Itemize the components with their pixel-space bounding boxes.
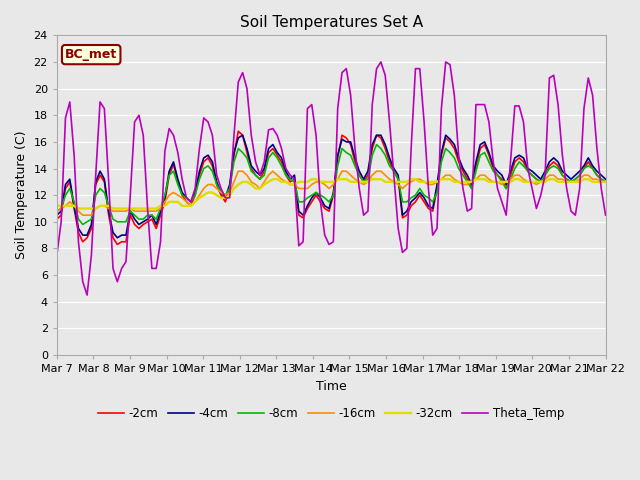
Line: -16cm: -16cm: [57, 171, 605, 215]
Line: Theta_Temp: Theta_Temp: [57, 62, 605, 295]
Theta_Temp: [342, 66, 350, 72]
-4cm: [53, 212, 61, 218]
Y-axis label: Soil Temperature (C): Soil Temperature (C): [15, 131, 28, 259]
Line: -4cm: -4cm: [57, 135, 605, 238]
-32cm: [532, 179, 540, 185]
-32cm: [584, 176, 592, 182]
-2cm: [286, 179, 294, 185]
-4cm: [286, 176, 294, 182]
-32cm: [260, 181, 268, 187]
-2cm: [113, 241, 121, 247]
-8cm: [602, 179, 609, 185]
-4cm: [347, 139, 355, 145]
-32cm: [347, 179, 355, 185]
X-axis label: Time: Time: [316, 380, 347, 393]
-32cm: [75, 205, 83, 211]
-16cm: [79, 212, 86, 218]
-16cm: [286, 181, 294, 187]
-32cm: [602, 179, 609, 185]
-8cm: [372, 142, 380, 147]
Legend: -2cm, -4cm, -8cm, -16cm, -32cm, Theta_Temp: -2cm, -4cm, -8cm, -16cm, -32cm, Theta_Te…: [93, 402, 569, 425]
-2cm: [347, 142, 355, 147]
-32cm: [191, 199, 199, 204]
-16cm: [234, 168, 242, 174]
-32cm: [53, 203, 61, 209]
-4cm: [265, 145, 273, 151]
Text: BC_met: BC_met: [65, 48, 117, 61]
-4cm: [113, 235, 121, 240]
-16cm: [191, 199, 199, 204]
-16cm: [265, 172, 273, 178]
-4cm: [584, 155, 592, 161]
-2cm: [191, 192, 199, 198]
-8cm: [532, 176, 540, 182]
Title: Soil Temperatures Set A: Soil Temperatures Set A: [239, 15, 423, 30]
-8cm: [53, 208, 61, 214]
-16cm: [602, 179, 609, 185]
-4cm: [191, 190, 199, 195]
Theta_Temp: [53, 252, 61, 258]
-2cm: [234, 128, 242, 134]
Theta_Temp: [191, 186, 199, 192]
Line: -32cm: -32cm: [57, 179, 605, 208]
-2cm: [53, 216, 61, 222]
Line: -2cm: -2cm: [57, 131, 605, 244]
Theta_Temp: [83, 292, 91, 298]
-8cm: [282, 172, 290, 178]
Theta_Temp: [260, 159, 268, 165]
-4cm: [239, 132, 246, 138]
-8cm: [79, 222, 86, 228]
-2cm: [532, 176, 540, 182]
-8cm: [342, 150, 350, 156]
-32cm: [286, 181, 294, 187]
Theta_Temp: [602, 212, 609, 218]
-16cm: [347, 172, 355, 178]
-8cm: [260, 172, 268, 178]
-2cm: [584, 159, 592, 165]
Theta_Temp: [282, 166, 290, 171]
Theta_Temp: [377, 59, 385, 65]
-8cm: [584, 163, 592, 169]
-32cm: [269, 176, 276, 182]
-16cm: [53, 208, 61, 214]
-4cm: [602, 176, 609, 182]
Theta_Temp: [532, 205, 540, 211]
-2cm: [602, 179, 609, 185]
-16cm: [532, 181, 540, 187]
Theta_Temp: [584, 75, 592, 81]
Line: -8cm: -8cm: [57, 144, 605, 225]
-4cm: [532, 172, 540, 178]
-8cm: [191, 192, 199, 198]
-16cm: [584, 172, 592, 178]
-2cm: [265, 150, 273, 156]
